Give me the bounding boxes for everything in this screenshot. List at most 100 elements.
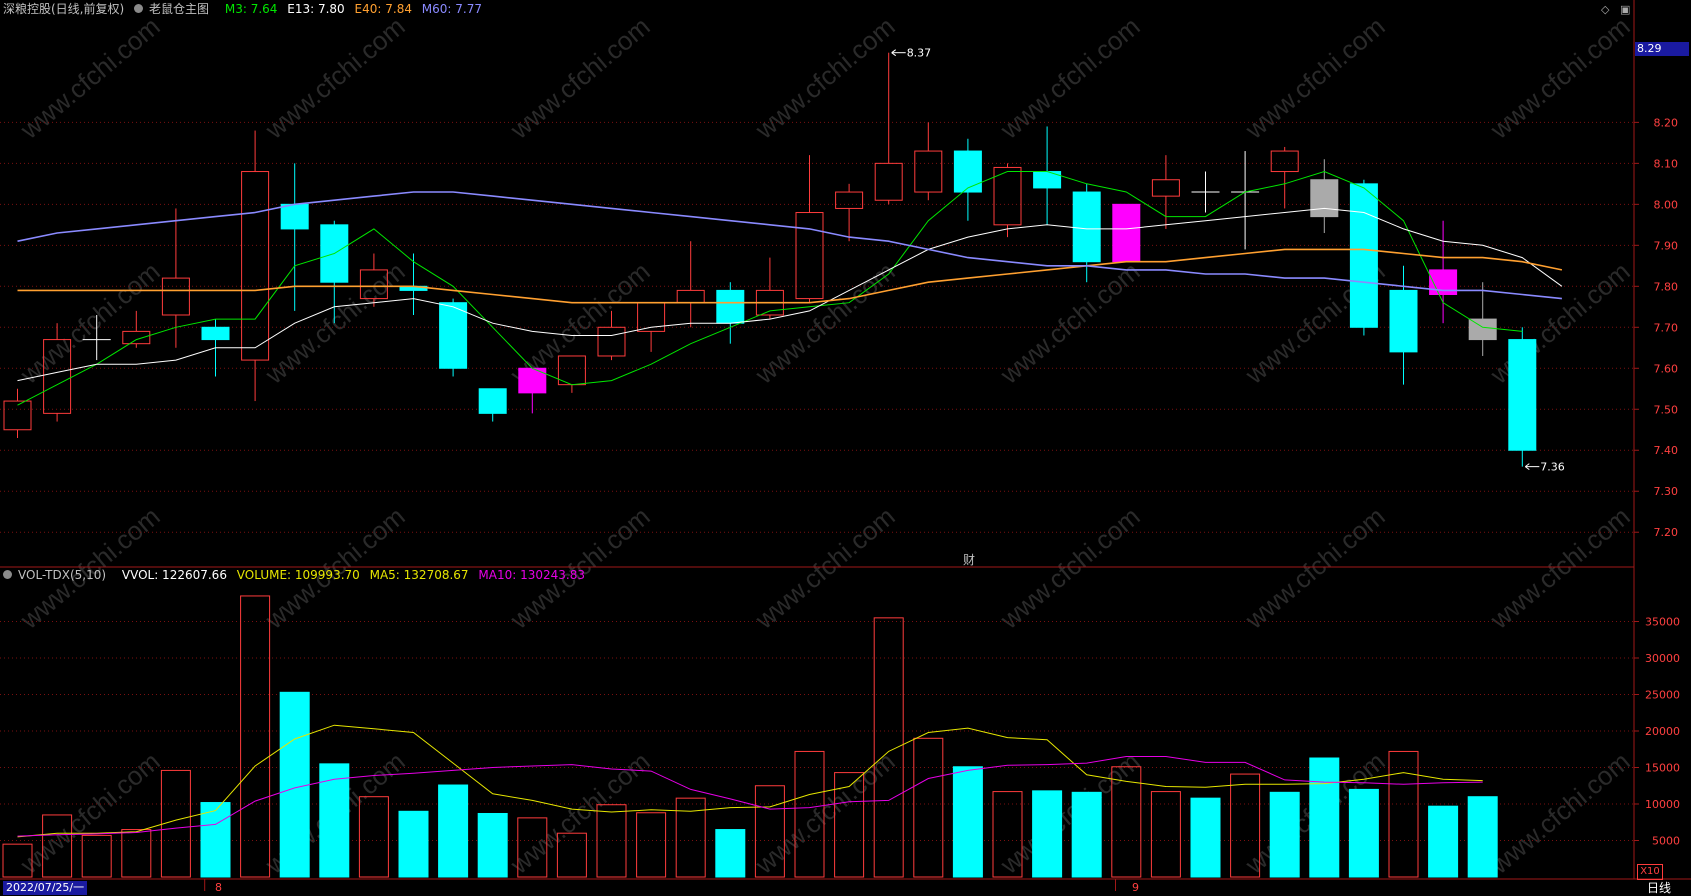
line-e40 [17, 248, 1563, 304]
candlestick[interactable] [1389, 265, 1418, 385]
volume-bar[interactable] [1150, 791, 1181, 878]
candlestick[interactable] [1151, 155, 1180, 229]
volume-bar[interactable] [1309, 757, 1340, 878]
candlestick[interactable] [478, 388, 507, 422]
line-m60 [17, 191, 1562, 300]
candlestick[interactable] [676, 241, 705, 328]
candle-body [1468, 318, 1497, 341]
candlestick[interactable] [1033, 126, 1062, 225]
candlestick[interactable] [874, 52, 903, 205]
fin-marker[interactable]: 财 [963, 553, 976, 567]
candlestick[interactable] [1468, 282, 1497, 356]
candlestick[interactable] [280, 163, 309, 311]
candle-body [1072, 191, 1101, 263]
volume-bar[interactable] [1388, 750, 1419, 878]
candlestick[interactable] [597, 310, 626, 361]
candlestick[interactable] [439, 298, 468, 377]
volume-bar[interactable] [754, 785, 785, 878]
candlestick[interactable] [1310, 159, 1339, 234]
volume-bar[interactable] [279, 691, 310, 878]
volume-bar[interactable] [794, 750, 825, 878]
watermark-text: www.cfchi.com [259, 11, 411, 145]
price-tick-label: 7.90 [1654, 239, 1679, 252]
volume-bar[interactable] [1032, 790, 1063, 878]
volume-bar[interactable] [358, 796, 389, 878]
volume-bar[interactable] [240, 595, 271, 878]
volume-bar[interactable] [636, 812, 667, 878]
candlestick[interactable] [993, 163, 1022, 238]
volume-tick-label: 30000 [1645, 652, 1680, 665]
volume-bar[interactable] [715, 829, 746, 878]
candlestick[interactable] [716, 282, 745, 344]
candlestick[interactable] [1508, 327, 1537, 467]
candlestick[interactable] [1112, 203, 1141, 263]
volume-bar[interactable] [596, 804, 627, 878]
candlestick[interactable] [82, 314, 111, 361]
volume-bar[interactable] [1111, 766, 1142, 878]
volume-bar[interactable] [1230, 773, 1261, 878]
volume-bar[interactable] [319, 763, 350, 878]
ma5-value: MA5: 132708.67 [369, 568, 469, 582]
candle-body [43, 339, 72, 414]
watermark-text: www.cfchi.com [1484, 11, 1636, 145]
candlestick[interactable] [1270, 146, 1299, 209]
candlestick[interactable] [122, 310, 151, 348]
diamond-icon[interactable]: ◇ [1601, 3, 1610, 16]
stock-title[interactable]: 深粮控股(日线,前复权) [3, 2, 125, 16]
candlestick[interactable] [953, 138, 982, 221]
volume-bar[interactable] [517, 817, 548, 878]
candlestick[interactable] [557, 355, 586, 393]
candlestick[interactable] [1231, 151, 1260, 250]
candlestick[interactable] [1429, 220, 1458, 324]
volume-bar[interactable] [200, 802, 231, 878]
volume-bar[interactable] [834, 772, 865, 878]
watermark-text: www.cfchi.com [1239, 11, 1391, 145]
watermark-text: www.cfchi.com [14, 11, 166, 145]
volume-bar[interactable] [438, 784, 469, 878]
candlestick[interactable] [241, 130, 270, 402]
current-price-tag: 8.29 [1635, 42, 1689, 56]
candle-body [874, 162, 903, 201]
volume-bar[interactable] [477, 812, 508, 878]
candlestick[interactable] [201, 319, 230, 377]
price-tick-label: 7.70 [1654, 321, 1679, 334]
volume-bar[interactable] [913, 737, 944, 878]
candlestick[interactable] [914, 122, 943, 201]
volume-bar[interactable] [398, 810, 429, 878]
volume-bar[interactable] [992, 791, 1023, 878]
period-button[interactable]: 日线 [1647, 881, 1672, 895]
volume-bar[interactable] [675, 797, 706, 878]
volume-bar[interactable] [873, 617, 904, 878]
volume-bar[interactable] [2, 843, 33, 878]
volume-bar[interactable] [1269, 791, 1300, 878]
candlestick[interactable] [518, 367, 547, 414]
volume-bar[interactable] [160, 769, 191, 878]
candle-body [161, 277, 190, 316]
watermark-text: www.cfchi.com [749, 501, 901, 635]
indicator-selector[interactable]: 老鼠仓主图 [134, 2, 215, 16]
candlestick[interactable] [3, 388, 32, 438]
line-ma5 [17, 724, 1483, 838]
candlestick[interactable] [43, 323, 72, 422]
volume-bar[interactable] [1348, 788, 1379, 878]
volume-bar[interactable] [42, 814, 73, 878]
volume-bar[interactable] [1428, 805, 1459, 878]
volume-value: VOLUME: 109993.70 [236, 568, 360, 582]
candlestick[interactable] [1349, 179, 1378, 336]
candle-body [122, 330, 151, 345]
maximize-icon[interactable]: ▣ [1620, 3, 1631, 16]
price-tick-label: 7.50 [1654, 403, 1679, 416]
volume-bar[interactable] [1467, 796, 1498, 878]
volume-bar[interactable] [1190, 797, 1221, 878]
volume-bar[interactable] [952, 766, 983, 878]
volume-bar[interactable] [81, 834, 112, 878]
annotation-label: 8.37 [907, 47, 932, 60]
candlestick[interactable] [1072, 183, 1101, 283]
volume-bar[interactable] [121, 829, 152, 878]
candlestick[interactable] [835, 183, 864, 242]
volume-bar[interactable] [556, 832, 587, 878]
volume-bar[interactable] [1071, 791, 1102, 878]
volume-indicator-selector[interactable]: VOL-TDX(5,10) [3, 568, 112, 582]
candlestick[interactable] [1191, 171, 1220, 213]
